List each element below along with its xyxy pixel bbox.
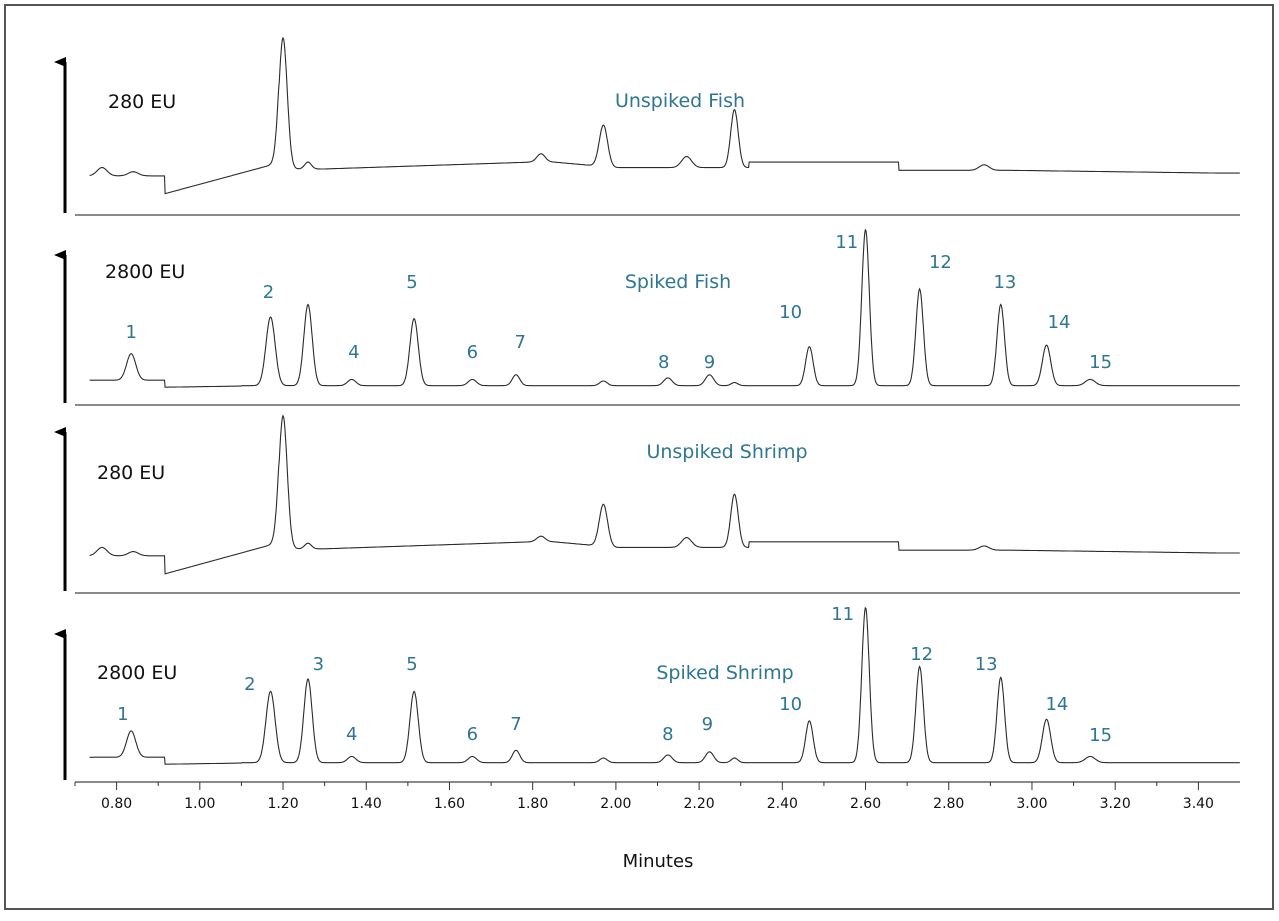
peak-label: 7 bbox=[514, 332, 525, 353]
figure-frame bbox=[4, 4, 1274, 910]
peak-label: 11 bbox=[831, 604, 854, 625]
scale-label: 280 EU bbox=[97, 462, 165, 484]
peak-label: 4 bbox=[346, 724, 357, 745]
peak-label: 12 bbox=[910, 644, 933, 665]
x-tick-label: 3.00 bbox=[1016, 796, 1047, 812]
peak-label: 2 bbox=[244, 674, 255, 695]
scale-label: 2800 EU bbox=[105, 261, 185, 283]
x-axis-title: Minutes bbox=[623, 851, 694, 872]
peak-label: 5 bbox=[406, 272, 417, 293]
x-tick-label: 1.40 bbox=[351, 796, 382, 812]
panel-unspiked-shrimp: 280 EU Unspiked Shrimp bbox=[54, 414, 1240, 594]
peak-label: 2 bbox=[263, 282, 274, 303]
peak-label: 9 bbox=[702, 714, 713, 735]
x-tick-label: 0.80 bbox=[101, 796, 132, 812]
panel-unspiked-fish: 280 EU Unspiked Fish bbox=[54, 36, 1240, 216]
peak-label: 4 bbox=[348, 342, 359, 363]
panel-title: Spiked Fish bbox=[625, 271, 731, 293]
peak-label: 11 bbox=[835, 232, 858, 253]
scale-label: 280 EU bbox=[108, 91, 176, 113]
x-tick-label: 1.60 bbox=[434, 796, 465, 812]
x-tick-label: 2.20 bbox=[684, 796, 715, 812]
peak-label: 6 bbox=[467, 342, 478, 363]
chromatogram-trace bbox=[89, 36, 1240, 195]
x-tick-label: 3.20 bbox=[1100, 796, 1131, 812]
chromatogram-trace bbox=[89, 606, 1240, 765]
peak-label: 9 bbox=[704, 352, 715, 373]
panel-title: Unspiked Shrimp bbox=[646, 441, 807, 463]
peak-label: 3 bbox=[313, 654, 324, 675]
peak-label: 13 bbox=[975, 654, 998, 675]
peak-label: 1 bbox=[117, 704, 128, 725]
peak-label: 1 bbox=[125, 322, 136, 343]
x-tick-label: 2.80 bbox=[933, 796, 964, 812]
peak-label: 13 bbox=[993, 272, 1016, 293]
peak-label: 10 bbox=[779, 694, 802, 715]
x-tick-label: 2.00 bbox=[600, 796, 631, 812]
peak-label: 8 bbox=[662, 724, 673, 745]
peak-label: 15 bbox=[1089, 725, 1112, 746]
peak-label: 10 bbox=[779, 302, 802, 323]
peak-label: 8 bbox=[658, 352, 669, 373]
chromatogram-trace bbox=[89, 414, 1240, 575]
x-tick-label: 1.00 bbox=[184, 796, 215, 812]
panel-title: Unspiked Fish bbox=[615, 90, 745, 112]
peak-label: 12 bbox=[929, 252, 952, 273]
x-tick-label: 2.40 bbox=[767, 796, 798, 812]
x-tick-label: 3.40 bbox=[1183, 796, 1214, 812]
peak-label: 5 bbox=[406, 654, 417, 675]
peak-label: 7 bbox=[510, 714, 521, 735]
x-tick-label: 1.80 bbox=[517, 796, 548, 812]
peak-label: 15 bbox=[1089, 352, 1112, 373]
x-tick-label: 2.60 bbox=[850, 796, 881, 812]
panel-title: Spiked Shrimp bbox=[656, 662, 793, 684]
peak-label: 14 bbox=[1048, 312, 1071, 333]
chromatogram-trace bbox=[89, 228, 1240, 388]
peak-label: 6 bbox=[467, 724, 478, 745]
x-tick-label: 1.20 bbox=[267, 796, 298, 812]
scale-label: 2800 EU bbox=[97, 662, 177, 684]
peak-label: 14 bbox=[1045, 694, 1068, 715]
